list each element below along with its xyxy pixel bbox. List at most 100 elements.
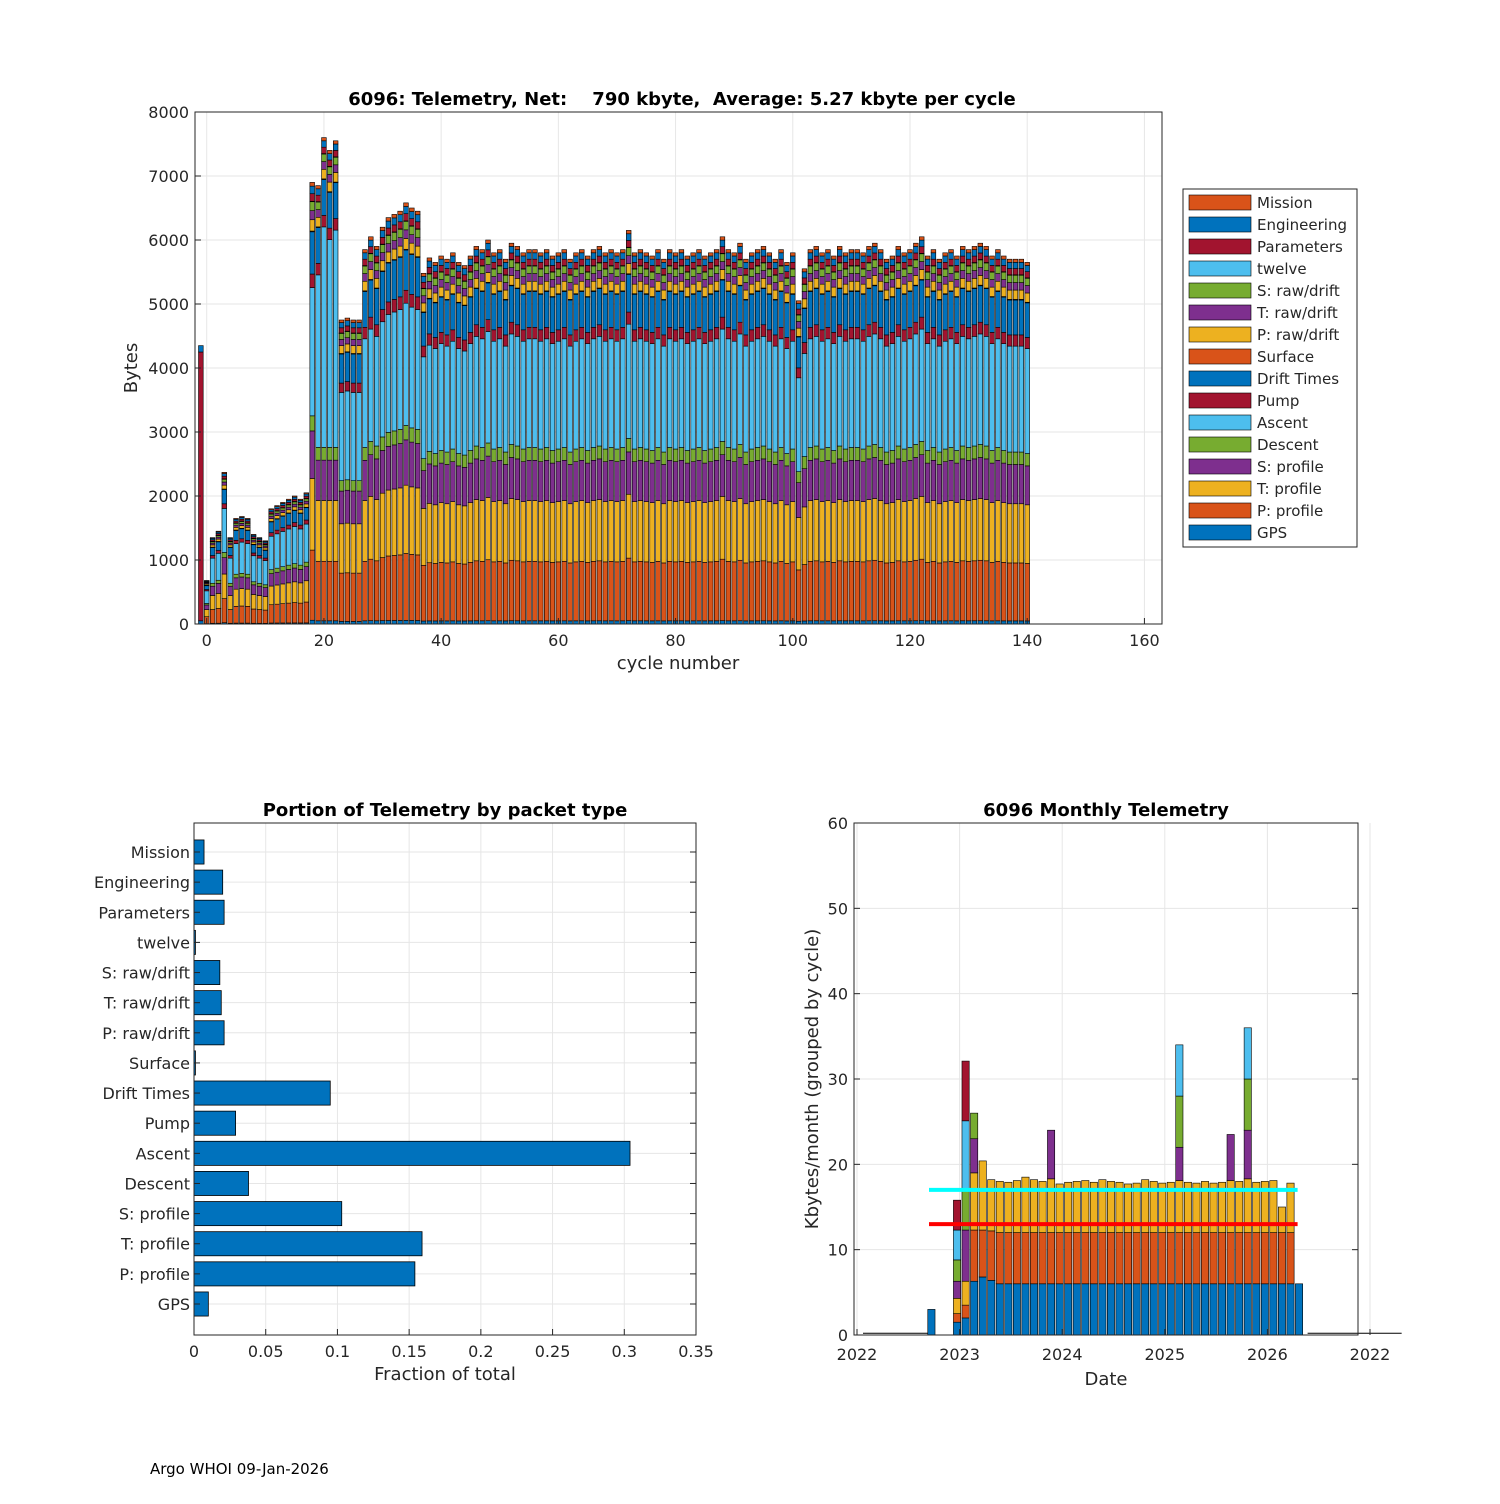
month-bar-group [1021,1176,1030,1336]
bar-segment [590,265,597,274]
bar-segment [368,253,374,262]
bar-segment [672,283,679,294]
bar-segment [391,299,397,313]
bar-segment [561,249,567,254]
bar-segment [631,294,638,331]
bar-segment [268,521,274,534]
bar-segment [837,288,843,326]
bar-segment [960,246,966,250]
bar-segment [444,262,450,269]
bar-segment [743,274,749,283]
bar-segment [415,309,421,430]
bar-segment [526,459,532,501]
bar-segment [426,260,433,268]
bar-segment [1018,282,1024,291]
bar-segment [989,462,995,503]
bar-segment [643,294,649,331]
bar-segment [450,268,456,277]
bar-segment [772,289,778,300]
bar-segment [1004,1283,1013,1336]
y-tick-label: 30 [828,1070,848,1089]
bar-segment [620,265,626,274]
bar-segment [479,273,485,282]
bar-segment [995,459,1001,501]
bar-segment [356,480,362,492]
bar-segment [713,326,720,340]
bar-segment [643,340,649,450]
bar-segment [526,265,532,274]
bar-segment [842,448,849,462]
month-bar-group [1252,1181,1261,1336]
bar-segment [303,566,309,582]
bar-segment [303,601,309,624]
bar-segment [1006,274,1013,283]
bar-segment [561,252,567,260]
legend-swatch [1188,348,1252,365]
bar-segment [924,265,931,273]
x-tick-label: 0.1 [325,1342,350,1361]
bar-segment [338,322,345,329]
bar-segment [368,239,374,248]
bar-segment [608,265,614,274]
bar-segment [485,497,491,561]
bar-segment [374,249,380,257]
bar-segment [227,585,233,596]
bar-segment [549,258,556,266]
bar-segment [842,294,849,331]
bar-segment [485,264,491,273]
bar-segment [420,508,427,566]
bar-segment [977,259,983,268]
bar-segment [731,340,737,450]
bar-segment [766,340,772,450]
bar-segment [919,239,925,248]
bar-segment [321,153,327,162]
bar-segment [866,246,872,250]
bar-segment [444,268,450,276]
bar-segment [713,459,720,501]
legend-swatch [1188,524,1252,541]
bar-segment [456,504,462,564]
bar-segment [420,470,427,509]
legend-label: T: raw/drift [1256,304,1338,322]
bar-segment [754,265,761,274]
bar-segment [960,458,966,500]
bar-segment [936,451,942,465]
legend-label: P: profile [1257,502,1323,520]
cycle-bar-group [1024,262,1030,625]
bar-segment [450,283,456,294]
bar-segment [209,546,216,556]
bar-segment [356,382,362,393]
bar-segment [772,562,778,622]
bar-segment [965,459,972,501]
bar-segment [837,445,843,460]
cycle-bar-group [221,472,227,625]
bar-segment [520,276,526,285]
bar-segment [485,319,491,332]
bar-segment [245,529,251,541]
bar-segment [649,255,655,260]
bar-segment [327,459,333,501]
bar-segment [1141,1179,1150,1233]
bar-segment [291,495,298,498]
bar-segment [848,273,855,282]
bar-segment [438,502,444,563]
x-tick-label: 120 [895,631,926,650]
bar-segment [883,464,890,505]
bar-segment [713,280,720,292]
cycle-bar-group [262,540,268,625]
bar-segment [221,573,227,599]
bar-segment [379,237,386,245]
bar-segment [930,459,937,501]
bar-segment [954,265,960,273]
bar-segment [684,296,690,333]
bar-segment [450,276,456,285]
bar-segment [743,503,749,564]
bar-segment [778,273,784,282]
bar-segment [971,278,978,289]
bar-segment [953,1280,961,1299]
bar-segment [842,283,849,294]
bar-segment [901,448,907,462]
bar-segment [754,252,761,260]
bar-segment [672,329,679,342]
